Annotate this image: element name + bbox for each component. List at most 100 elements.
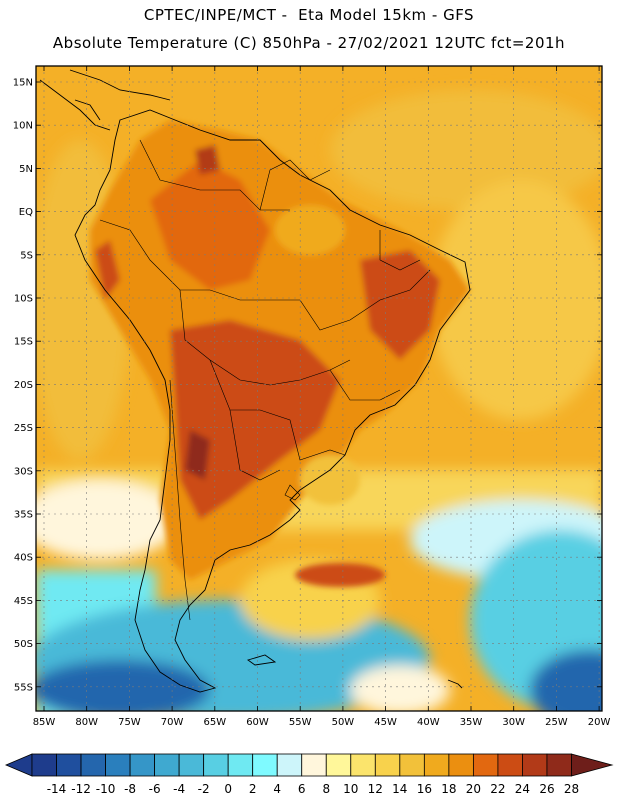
colorbar-swatch: [80, 753, 106, 777]
colorbar-label: 22: [490, 782, 505, 796]
colorbar-label: 26: [539, 782, 554, 796]
colorbar-label: -6: [149, 782, 161, 796]
colorbar-swatch: [472, 753, 499, 777]
axis-ticks: [36, 66, 602, 711]
lat-label: 15N: [13, 78, 33, 89]
colorbar-label: 16: [417, 782, 432, 796]
colorbar-swatch: [105, 753, 131, 777]
border-9: [379, 230, 421, 271]
border-5: [299, 269, 431, 331]
colorbar-label: -2: [198, 782, 210, 796]
colorbar-swatch: [178, 753, 205, 777]
lon-label: 65W: [203, 717, 226, 728]
colorbar-label: 0: [224, 782, 232, 796]
map-subtitle: Absolute Temperature (C) 850hPa - 27/02/…: [52, 34, 566, 52]
central-america-outline: [39, 79, 111, 131]
field-ocean-east: [430, 180, 602, 420]
colorbar-label: 20: [466, 782, 481, 796]
lon-label: 85W: [33, 717, 56, 728]
colorbar-label: -10: [96, 782, 116, 796]
colorbar: [4, 753, 614, 777]
lat-label: 30S: [14, 466, 33, 477]
lat-label: 10S: [14, 294, 33, 305]
field-chaco-hot: [170, 320, 340, 520]
field-venezuela-hot: [195, 145, 220, 175]
field-andes-hot: [185, 430, 210, 480]
lat-label: 45S: [14, 596, 33, 607]
field-amazon-cooler: [275, 205, 345, 255]
lat-label: 5S: [20, 250, 33, 261]
field-sw-deep-blue: [36, 660, 210, 711]
lon-label: 20W: [588, 717, 611, 728]
colorbar-swatch: [374, 753, 401, 777]
field-ocean-warm-patch: [295, 563, 385, 587]
border-7: [229, 409, 281, 481]
colorbar-arrow-right: [571, 753, 614, 777]
lon-label: 30W: [502, 717, 525, 728]
borders: [99, 139, 431, 621]
colorbar-swatch: [154, 753, 180, 777]
lat-label: 40S: [14, 553, 33, 564]
temperature-field: [36, 66, 602, 711]
field-se-deep-blue: [530, 650, 602, 711]
colorbar-swatch: [227, 753, 254, 777]
field-amazon-hot: [150, 160, 270, 290]
border-1: [139, 139, 290, 211]
border-andes: [169, 379, 191, 621]
map-title: CPTEC/INPE/MCT - Eta Model 15km - GFS: [143, 6, 475, 24]
border-8: [259, 159, 331, 211]
lat-label: 15S: [14, 337, 33, 348]
lon-label: 60W: [246, 717, 269, 728]
latitude-labels: 15N 10N 5N EQ 5S 10S 15S 20S 25S 30S 35S 40S 45S 50S 5…: [13, 78, 33, 694]
colorbar-swatch: [497, 753, 523, 777]
colorbar-swatch: [350, 753, 376, 777]
colorbar-label: 10: [343, 782, 358, 796]
lon-label: 55W: [289, 717, 312, 728]
border-2: [99, 219, 300, 301]
falklands-outline: [246, 654, 277, 666]
field-uruguay-coast: [300, 455, 360, 505]
lon-label: 35W: [460, 717, 483, 728]
colorbar-label: 4: [273, 782, 281, 796]
colorbar-swatch: [325, 753, 352, 777]
colorbar-swatch: [129, 753, 156, 777]
lon-label: 45W: [374, 717, 397, 728]
colorbar-label: 12: [368, 782, 383, 796]
colorbar-label: -12: [71, 782, 91, 796]
colorbar-label: -8: [124, 782, 136, 796]
field-pacific-pale: [36, 480, 180, 560]
border-6: [329, 369, 401, 401]
lat-label: 25S: [14, 423, 33, 434]
lat-label: 55S: [14, 682, 33, 693]
south-georgia-outline: [447, 679, 463, 689]
colorbar-label: 8: [322, 782, 330, 796]
longitude-labels: 85W 80W 75W 70W 65W 60W 55W 50W 45W 40W 35W 30W 25W 2…: [33, 717, 611, 728]
colorbar-label: 2: [249, 782, 257, 796]
lat-label: 50S: [14, 639, 33, 650]
colorbar-arrow-left: [4, 753, 33, 777]
border-3: [179, 289, 351, 386]
lon-label: 25W: [545, 717, 568, 728]
colorbar-swatch: [546, 753, 572, 777]
map-frame: [35, 65, 603, 712]
lat-label: EQ: [19, 207, 33, 218]
colorbar-label: -4: [173, 782, 185, 796]
colorbar-swatch: [56, 753, 82, 777]
colorbar-swatch: [203, 753, 229, 777]
colorbar-swatch: [252, 753, 278, 777]
colorbar-label: 28: [564, 782, 579, 796]
lake-outline: [284, 484, 301, 501]
colorbar-swatch: [448, 753, 474, 777]
lon-label: 75W: [118, 717, 141, 728]
field-bahia-hot: [360, 250, 440, 360]
colorbar-swatch: [31, 753, 57, 777]
colorbar-swatch: [276, 753, 303, 777]
colorbar-label: 6: [298, 782, 306, 796]
colorbar-label: 18: [441, 782, 456, 796]
lat-label: 10N: [13, 121, 33, 132]
graticule: [36, 66, 602, 711]
isthmus-outline: [74, 99, 101, 121]
colorbar-swatch: [522, 753, 548, 777]
lat-label: 20S: [14, 380, 33, 391]
colorbar-label: 24: [515, 782, 530, 796]
